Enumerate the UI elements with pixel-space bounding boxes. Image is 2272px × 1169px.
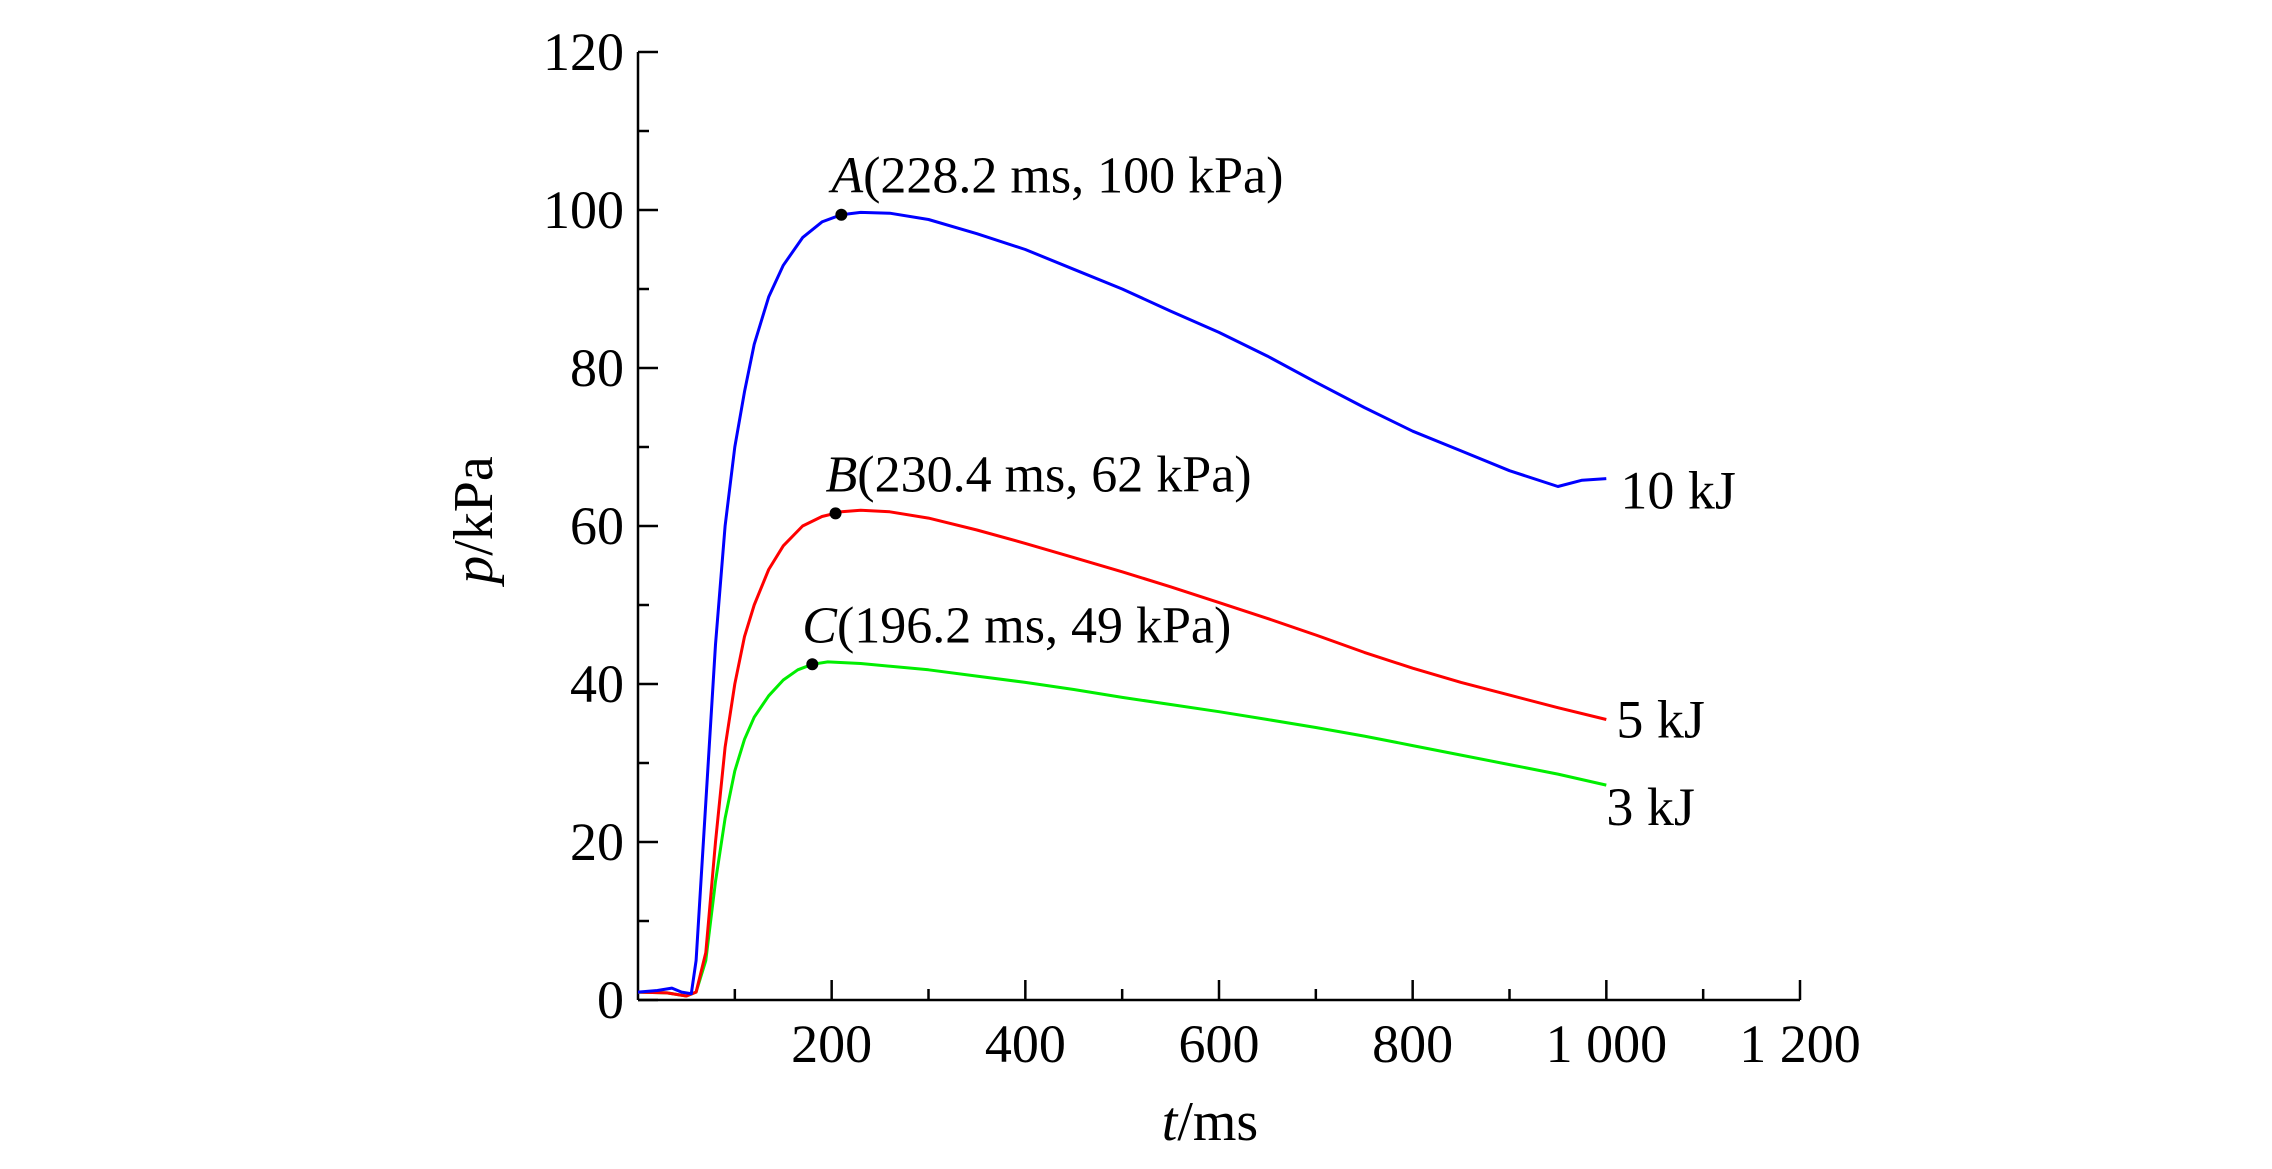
y-tick-label: 20 (570, 812, 624, 872)
series-line-3kj (637, 660, 1607, 998)
y-axis-title-unit: /kPa (443, 456, 505, 556)
tick-labels: 200 400 600 800 1 000 1 200 0 20 40 60 80 100 120 (543, 22, 1861, 1074)
x-axis-title-italic: t (1162, 1091, 1179, 1153)
y-tick-label: 120 (543, 22, 624, 82)
series-label-3kj: 3 kJ (1606, 777, 1695, 837)
peak-marker (806, 658, 819, 671)
y-tick-label: 100 (543, 180, 624, 240)
y-tick-label: 80 (570, 338, 624, 398)
series-label-5kj: 5 kJ (1616, 690, 1705, 750)
x-tick-label: 1 000 (1546, 1014, 1668, 1074)
x-axis-title-unit: /ms (1177, 1091, 1258, 1153)
annotation-c: C(196.2 ms, 49 kPa) (802, 597, 1231, 654)
x-tick-label: 800 (1372, 1014, 1453, 1074)
series-layer (637, 210, 1607, 998)
annotation-b: B(230.4 ms, 62 kPa) (826, 446, 1252, 503)
x-tick-label: 200 (791, 1014, 872, 1074)
ticks (638, 50, 1802, 1002)
series-line-10kj (637, 210, 1607, 996)
y-axis-title-italic: p (443, 556, 505, 588)
x-tick-label: 400 (985, 1014, 1066, 1074)
series-line-5kj (637, 508, 1607, 998)
x-tick-label: 1 200 (1739, 1014, 1861, 1074)
annotation-a: A(228.2 ms, 100 kPa) (828, 148, 1283, 205)
x-axis-title: t/ms (1162, 1091, 1258, 1153)
series-labels: 10 kJ 5 kJ 3 kJ (1606, 461, 1736, 838)
y-axis-title: p/kPa (443, 456, 505, 588)
series-label-10kj: 10 kJ (1620, 461, 1736, 521)
y-tick-label: 0 (597, 970, 624, 1030)
peak-marker (835, 208, 848, 221)
annotations: A(228.2 ms, 100 kPa) B(230.4 ms, 62 kPa) C… (802, 148, 1283, 671)
y-tick-label: 60 (570, 496, 624, 556)
y-tick-label: 40 (570, 654, 624, 714)
peak-marker (829, 507, 842, 520)
x-tick-label: 600 (1179, 1014, 1260, 1074)
